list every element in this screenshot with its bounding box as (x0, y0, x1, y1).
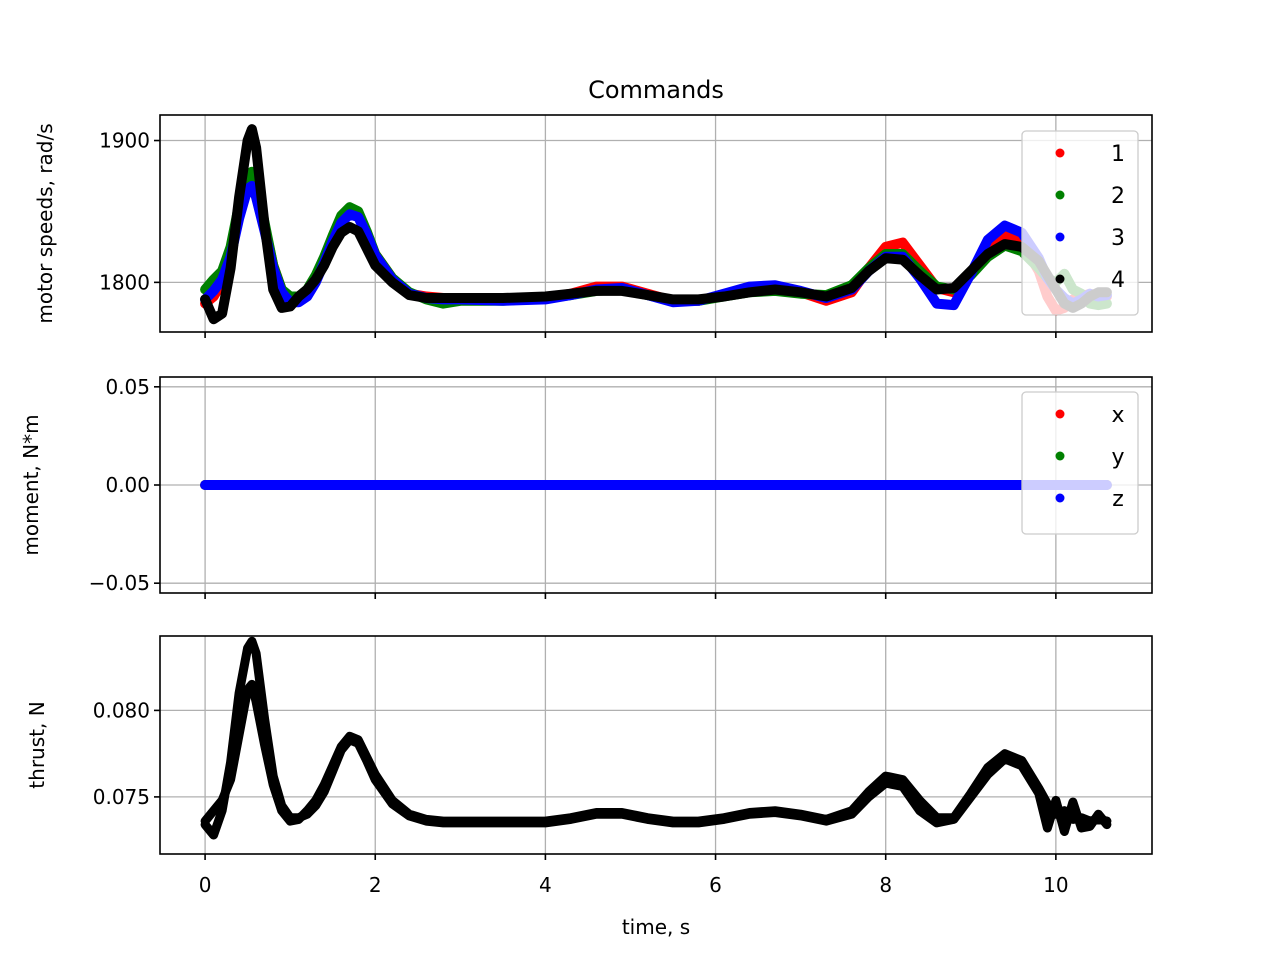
legend-box (1021, 130, 1139, 316)
legend-box (1021, 391, 1139, 535)
y-tick-label: 0.05 (105, 375, 150, 399)
y-axis-label: motor speeds, rad/s (33, 123, 57, 323)
y-tick-label: −0.05 (89, 571, 150, 595)
legend-marker-4 (1055, 274, 1065, 284)
legend-label-x: x (1111, 403, 1124, 428)
y-axis-label: moment, N*m (19, 414, 43, 555)
legend-label-z: z (1112, 487, 1124, 512)
legend-label-1: 1 (1111, 142, 1125, 167)
x-tick-label: 6 (709, 873, 722, 897)
series-group (200, 636, 1112, 840)
legend-label-3: 3 (1111, 226, 1125, 251)
legend-marker-x (1055, 409, 1065, 419)
series-group (200, 124, 1112, 325)
legend-label-4: 4 (1111, 268, 1125, 293)
legend-label-y: y (1111, 445, 1124, 470)
legend-label-2: 2 (1111, 184, 1125, 209)
y-tick-label: 0.00 (105, 473, 150, 497)
motor-speeds-panel: 1800 1900 motor speeds, rad/s 1 2 3 4 (33, 114, 1153, 338)
series-line-1 (200, 636, 1112, 840)
axes-frame (159, 114, 1153, 333)
x-tick-label: 4 (539, 873, 552, 897)
x-tick-label: 0 (199, 873, 212, 897)
x-tick-label: 8 (879, 873, 892, 897)
legend: xyz (1021, 391, 1139, 535)
thrust-panel: 0.075 0.080 0 2 4 6 8 10 thrust, N (25, 635, 1153, 897)
legend-marker-2 (1055, 190, 1065, 200)
moment-panel: −0.05 0.00 0.05 moment, N*m xyz (19, 375, 1153, 599)
legend-marker-z (1055, 493, 1065, 503)
axes-frame (159, 635, 1153, 855)
y-tick-label: 1800 (99, 270, 150, 294)
x-axis-label: time, s (622, 915, 690, 939)
legend-marker-1 (1055, 148, 1065, 158)
x-tick-label: 10 (1043, 873, 1068, 897)
x-tick-label: 2 (369, 873, 382, 897)
y-tick-label: 0.080 (93, 698, 150, 722)
chart-title: Commands (588, 76, 724, 104)
y-tick-label: 0.075 (93, 785, 150, 809)
legend-marker-y (1055, 451, 1065, 461)
series-line-4 (200, 124, 1112, 325)
legend: 1 2 3 4 (1021, 130, 1139, 316)
legend-marker-3 (1055, 232, 1065, 242)
y-axis-label: thrust, N (25, 701, 49, 788)
y-tick-label: 1900 (99, 129, 150, 153)
